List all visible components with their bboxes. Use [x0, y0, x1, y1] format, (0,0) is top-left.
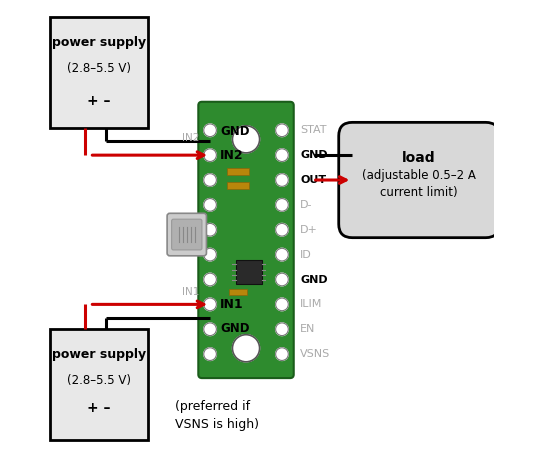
- Circle shape: [276, 273, 288, 286]
- Circle shape: [276, 348, 288, 360]
- Circle shape: [276, 149, 288, 162]
- FancyBboxPatch shape: [227, 168, 248, 176]
- Circle shape: [204, 174, 216, 187]
- Text: GND: GND: [300, 274, 327, 284]
- FancyBboxPatch shape: [235, 260, 262, 284]
- Circle shape: [276, 323, 288, 336]
- Circle shape: [204, 198, 216, 211]
- Text: (preferred if
VSNS is high): (preferred if VSNS is high): [175, 399, 259, 431]
- Text: current limit): current limit): [380, 186, 458, 199]
- Circle shape: [204, 323, 216, 336]
- Text: GND: GND: [220, 125, 249, 138]
- Circle shape: [232, 126, 259, 153]
- FancyBboxPatch shape: [172, 219, 202, 250]
- Circle shape: [276, 124, 288, 136]
- Circle shape: [204, 223, 216, 236]
- Text: IN2: IN2: [182, 133, 200, 143]
- Text: + –: + –: [87, 94, 111, 108]
- FancyBboxPatch shape: [229, 289, 247, 295]
- Circle shape: [204, 298, 216, 311]
- Text: (2.8–5.5 V): (2.8–5.5 V): [67, 374, 131, 388]
- FancyBboxPatch shape: [227, 182, 248, 189]
- FancyBboxPatch shape: [167, 213, 207, 256]
- Text: D+: D+: [300, 225, 318, 235]
- Circle shape: [276, 198, 288, 211]
- Circle shape: [276, 298, 288, 311]
- FancyBboxPatch shape: [339, 122, 499, 238]
- Circle shape: [276, 174, 288, 187]
- Circle shape: [276, 223, 288, 236]
- FancyBboxPatch shape: [198, 102, 294, 378]
- Text: GND: GND: [220, 322, 249, 335]
- FancyBboxPatch shape: [50, 17, 148, 128]
- Text: ILIM: ILIM: [300, 299, 323, 309]
- Text: (adjustable 0.5–2 A: (adjustable 0.5–2 A: [362, 169, 476, 182]
- Text: IN1: IN1: [182, 287, 200, 297]
- Text: OUT: OUT: [300, 175, 326, 185]
- Circle shape: [204, 248, 216, 261]
- Circle shape: [232, 335, 259, 362]
- Circle shape: [204, 273, 216, 286]
- Text: load: load: [402, 152, 436, 165]
- Text: ID: ID: [300, 250, 312, 260]
- Circle shape: [204, 348, 216, 360]
- Text: + –: + –: [87, 401, 111, 415]
- Text: EN: EN: [300, 324, 316, 334]
- Circle shape: [204, 124, 216, 136]
- Text: D-: D-: [300, 200, 312, 210]
- Circle shape: [204, 149, 216, 162]
- Text: power supply: power supply: [52, 348, 146, 361]
- Text: IN1: IN1: [220, 298, 243, 311]
- Text: STAT: STAT: [300, 125, 326, 135]
- FancyBboxPatch shape: [50, 329, 148, 440]
- Circle shape: [276, 248, 288, 261]
- Text: VSNS: VSNS: [300, 349, 330, 359]
- Text: IN2: IN2: [220, 149, 243, 162]
- Text: (2.8–5.5 V): (2.8–5.5 V): [67, 62, 131, 76]
- Text: power supply: power supply: [52, 36, 146, 49]
- Text: GND: GND: [300, 150, 327, 160]
